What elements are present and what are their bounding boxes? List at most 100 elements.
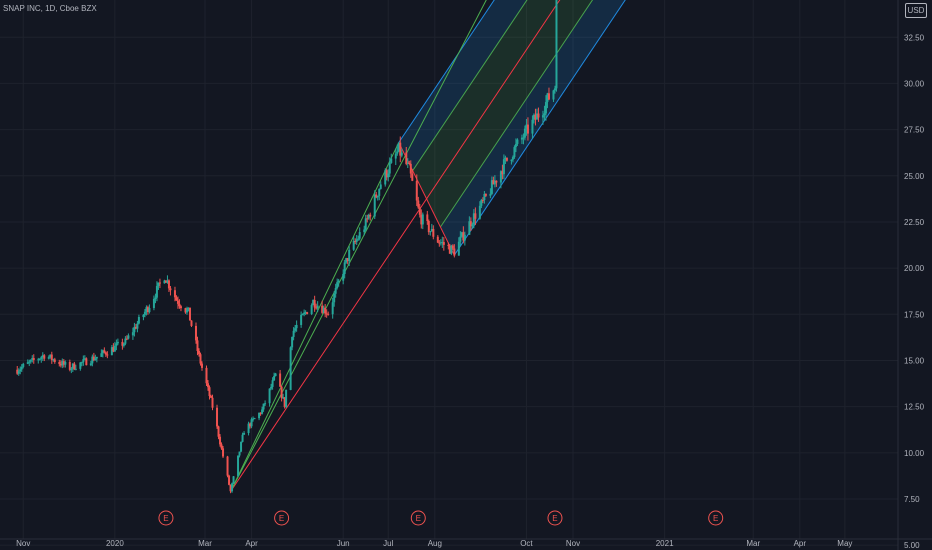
candle-208 xyxy=(451,244,454,251)
candle-46 xyxy=(112,343,115,353)
candle-194 xyxy=(421,212,424,230)
pitchfork-line-0 xyxy=(398,0,495,143)
candle-59 xyxy=(137,314,140,325)
y-tick-label-9: 27.50 xyxy=(904,126,925,135)
candle-209 xyxy=(453,244,456,258)
candle-102 xyxy=(229,484,232,494)
candle-68 xyxy=(157,282,160,290)
candle-5 xyxy=(26,359,29,365)
candle-22 xyxy=(61,358,64,369)
x-tick-label-3: Apr xyxy=(245,539,258,548)
currency-button[interactable]: USD xyxy=(905,3,927,18)
candle-187 xyxy=(408,160,411,165)
candle-151 xyxy=(333,291,336,307)
candle-153 xyxy=(336,278,339,290)
candle-133 xyxy=(294,324,297,333)
candle-214 xyxy=(463,231,466,246)
candle-111 xyxy=(249,422,252,429)
candle-181 xyxy=(396,144,399,156)
candle-155 xyxy=(342,269,345,285)
candle-71 xyxy=(164,280,167,283)
candle-156 xyxy=(343,259,346,279)
candle-241 xyxy=(522,133,525,145)
earnings-marker-1[interactable] xyxy=(274,510,290,526)
candle-28 xyxy=(73,361,76,371)
candle-205 xyxy=(447,242,450,250)
y-tick-label-3: 12.50 xyxy=(904,403,925,412)
candle-16 xyxy=(49,354,52,359)
candle-228 xyxy=(493,175,496,188)
candle-24 xyxy=(64,360,67,368)
candle-56 xyxy=(133,322,136,337)
pitchfork-band-1 xyxy=(412,0,560,199)
y-tick-label-5: 17.50 xyxy=(904,310,925,319)
candle-40 xyxy=(100,349,103,357)
candle-77 xyxy=(176,296,179,309)
candle-161 xyxy=(354,238,357,245)
candle-154 xyxy=(337,278,340,287)
candle-166 xyxy=(364,214,367,232)
candle-62 xyxy=(145,305,148,316)
candle-74 xyxy=(169,286,172,296)
candle-200 xyxy=(436,235,439,244)
candle-63 xyxy=(146,305,149,315)
candle-0 xyxy=(16,366,19,375)
x-tick-label-11: Apr xyxy=(794,539,807,548)
candle-135 xyxy=(300,311,303,328)
candle-142 xyxy=(313,295,316,312)
candle-17 xyxy=(50,351,53,364)
candle-106 xyxy=(238,451,241,458)
candle-85 xyxy=(194,322,197,344)
candle-75 xyxy=(173,286,176,302)
earnings-marker-3[interactable] xyxy=(547,510,563,526)
candle-188 xyxy=(409,160,412,178)
candle-160 xyxy=(352,236,355,251)
trendline[interactable] xyxy=(230,0,716,492)
candle-199 xyxy=(432,225,435,240)
candle-201 xyxy=(438,240,441,247)
candle-139 xyxy=(306,311,309,315)
earnings-marker-4[interactable] xyxy=(708,510,724,526)
candle-204 xyxy=(442,237,445,251)
candle-94 xyxy=(211,394,214,411)
candle-3 xyxy=(20,364,23,373)
earnings-marker-label-1: E xyxy=(279,514,284,523)
candle-219 xyxy=(474,207,477,226)
earnings-marker-0[interactable] xyxy=(158,510,174,526)
candle-245 xyxy=(531,115,534,139)
candle-182 xyxy=(397,142,400,153)
x-tick-label-9: 2021 xyxy=(656,539,674,548)
candle-49 xyxy=(116,338,119,346)
candle-235 xyxy=(510,159,513,165)
earnings-marker-2[interactable] xyxy=(410,510,426,526)
candle-114 xyxy=(253,417,256,420)
candle-246 xyxy=(532,113,535,124)
candle-253 xyxy=(546,92,549,109)
y-tick-label-0: 5.00 xyxy=(904,541,920,550)
candle-189 xyxy=(411,168,414,182)
candle-82 xyxy=(187,307,190,312)
candle-220 xyxy=(478,201,481,220)
candle-198 xyxy=(430,223,433,232)
candle-98 xyxy=(220,442,223,450)
candle-15 xyxy=(47,355,50,360)
candle-69 xyxy=(158,278,161,289)
candle-252 xyxy=(544,95,547,121)
candle-11 xyxy=(38,358,41,361)
candle-196 xyxy=(427,219,430,235)
candle-120 xyxy=(268,388,271,407)
candle-213 xyxy=(462,226,465,244)
candles xyxy=(16,0,558,494)
candle-43 xyxy=(104,351,107,357)
candle-83 xyxy=(188,307,191,321)
candle-60 xyxy=(142,314,145,321)
candle-66 xyxy=(154,293,157,304)
candle-218 xyxy=(472,209,475,229)
candle-136 xyxy=(301,313,304,316)
candle-216 xyxy=(469,217,472,231)
candle-143 xyxy=(315,303,318,310)
candle-78 xyxy=(178,299,181,309)
candle-232 xyxy=(502,154,505,180)
